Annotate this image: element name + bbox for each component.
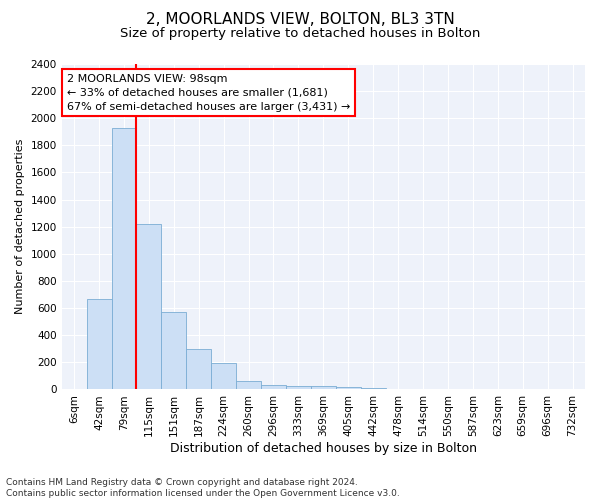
- Bar: [410, 389, 436, 390]
- Y-axis label: Number of detached properties: Number of detached properties: [15, 139, 25, 314]
- Text: 2 MOORLANDS VIEW: 98sqm
← 33% of detached houses are smaller (1,681)
67% of semi: 2 MOORLANDS VIEW: 98sqm ← 33% of detache…: [67, 74, 350, 112]
- Bar: [161, 312, 186, 390]
- Bar: [236, 380, 261, 390]
- Bar: [311, 386, 336, 390]
- Bar: [86, 298, 112, 390]
- Text: Contains HM Land Registry data © Crown copyright and database right 2024.
Contai: Contains HM Land Registry data © Crown c…: [6, 478, 400, 498]
- Bar: [112, 128, 136, 390]
- Bar: [211, 363, 236, 390]
- Bar: [336, 388, 361, 390]
- Bar: [136, 224, 161, 390]
- X-axis label: Distribution of detached houses by size in Bolton: Distribution of detached houses by size …: [170, 442, 477, 455]
- Bar: [386, 389, 410, 390]
- Bar: [186, 349, 211, 390]
- Bar: [286, 386, 311, 390]
- Bar: [261, 384, 286, 390]
- Text: 2, MOORLANDS VIEW, BOLTON, BL3 3TN: 2, MOORLANDS VIEW, BOLTON, BL3 3TN: [146, 12, 454, 28]
- Bar: [361, 388, 386, 390]
- Bar: [62, 389, 86, 390]
- Text: Size of property relative to detached houses in Bolton: Size of property relative to detached ho…: [120, 28, 480, 40]
